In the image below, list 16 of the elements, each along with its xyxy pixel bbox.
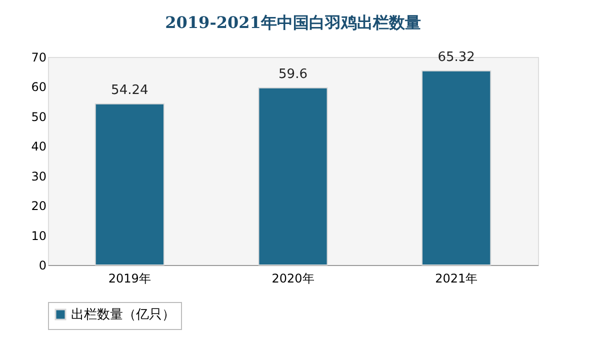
legend-label: 出栏数量（亿只）	[71, 308, 175, 322]
x-tick-label: 2021年	[435, 272, 478, 286]
data-label: 54.24	[111, 82, 148, 98]
y-tick-label: 60	[31, 80, 46, 94]
x-tick-label: 2019年	[108, 272, 151, 286]
chart-title: 2019-2021年中国白羽鸡出栏数量	[165, 12, 421, 32]
y-tick-label: 50	[31, 110, 46, 124]
y-tick-label: 20	[31, 199, 46, 214]
y-tick-label: 10	[31, 228, 46, 243]
data-label: 59.6	[278, 66, 308, 82]
y-tick-label: 0	[38, 258, 46, 272]
y-tick-label: 30	[31, 169, 46, 184]
y-tick-label: 70	[31, 50, 46, 64]
y-tick-label: 40	[31, 140, 46, 154]
data-label: 65.32	[438, 50, 475, 65]
x-tick-label: 2020年	[272, 272, 314, 286]
